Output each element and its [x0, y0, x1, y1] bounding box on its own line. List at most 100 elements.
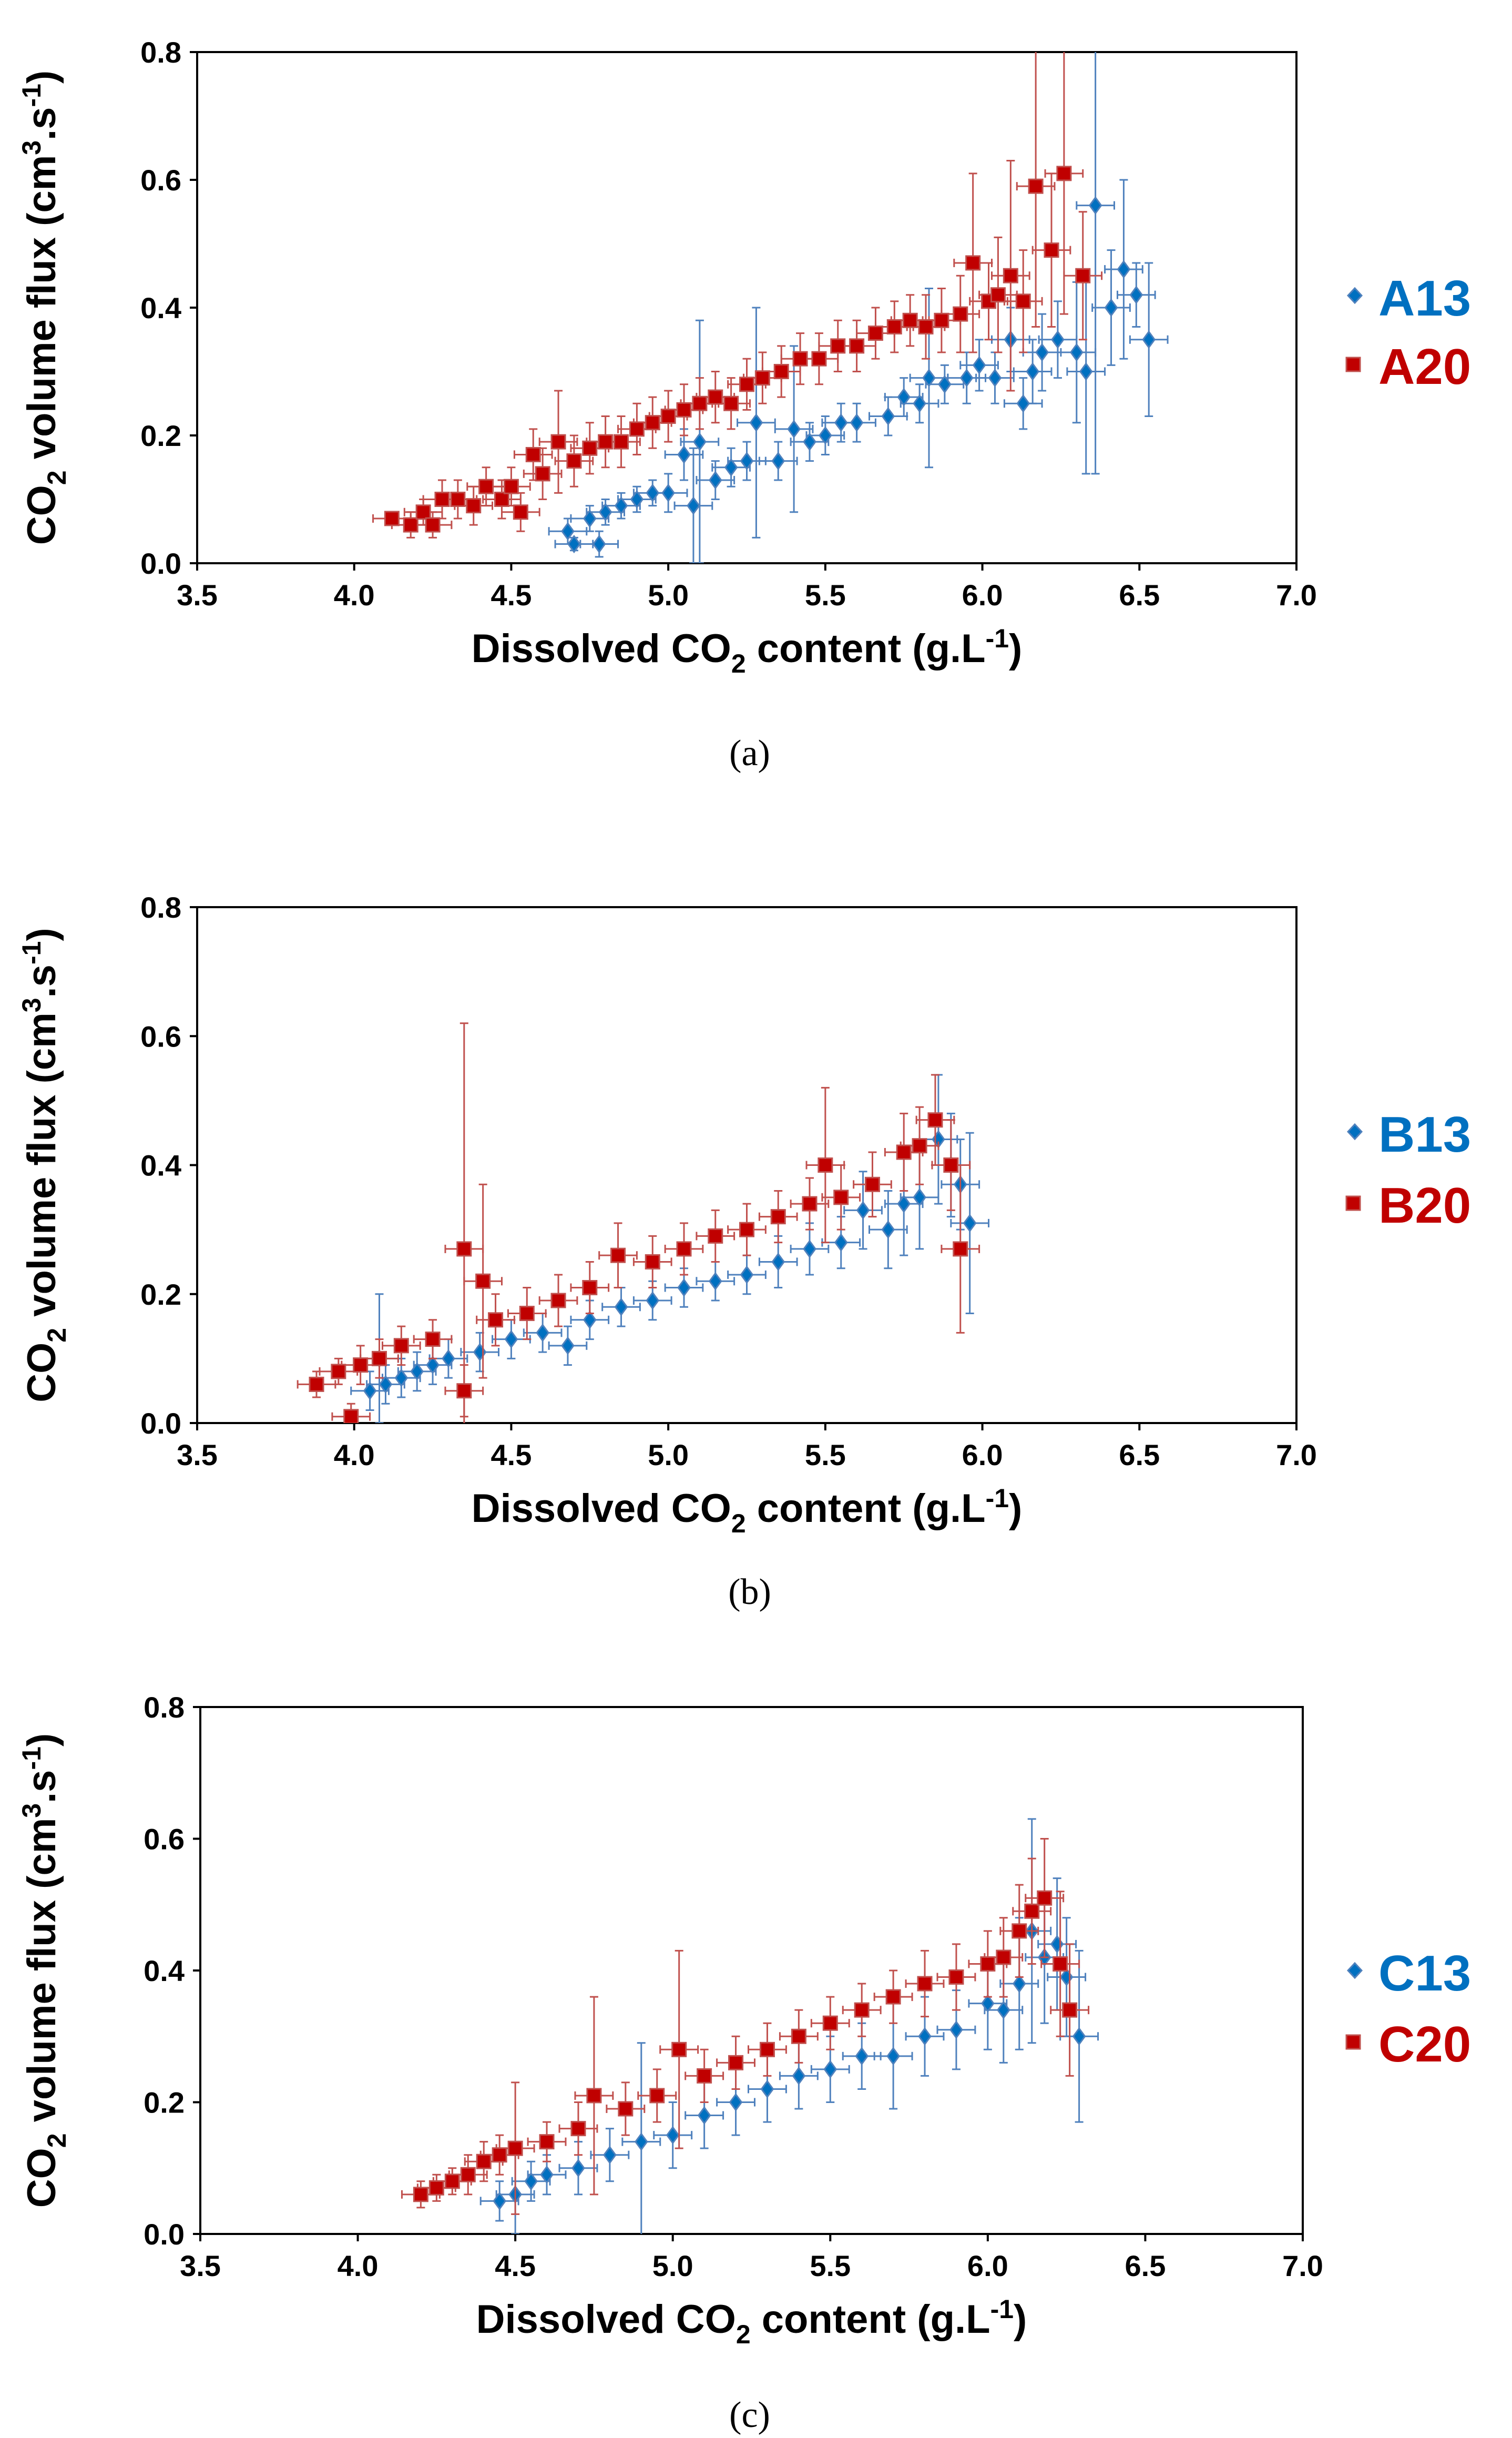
y-tick-label: 0.4 [140, 1149, 181, 1182]
data-point-square [759, 2041, 775, 2057]
y-tick-label: 0.0 [140, 1407, 181, 1440]
y-tick-label: 0.2 [140, 1278, 181, 1311]
panel-caption: (c) [729, 2395, 770, 2435]
data-point-diamond [646, 1291, 660, 1310]
data-point-diamond [834, 413, 848, 432]
data-point-square [849, 338, 865, 354]
data-point-square [708, 389, 723, 405]
data-point-diamond [697, 2106, 711, 2125]
data-point-square [645, 415, 660, 431]
y-tick-label: 0.8 [140, 891, 181, 924]
data-point-diamond [524, 2172, 538, 2191]
data-point-square [1015, 293, 1031, 309]
y-axis-title-sup1: 3 [17, 998, 46, 1012]
x-tick-label: 7.0 [1276, 578, 1317, 612]
x-tick-label: 5.0 [648, 578, 689, 612]
data-point-square [645, 1254, 660, 1269]
data-point-diamond [540, 2165, 554, 2184]
data-point-diamond [592, 535, 606, 554]
y-tick-label: 0.0 [140, 547, 181, 580]
data-point-diamond [1072, 2027, 1086, 2046]
x-tick-label: 7.0 [1276, 1438, 1317, 1471]
data-point-square [902, 312, 918, 328]
data-point-diamond [666, 2126, 680, 2145]
data-point-diamond [823, 2060, 837, 2079]
y-axis-title-d: ) [19, 928, 64, 941]
data-point-diamond [1012, 1974, 1026, 1993]
data-point-square [492, 2147, 507, 2163]
data-point-square [980, 1956, 996, 1972]
x-tick-label: 7.0 [1282, 2249, 1323, 2282]
y-axis-title-a: CO [19, 1343, 64, 1403]
data-point-square [614, 434, 629, 450]
series-B20 [297, 1022, 980, 1423]
data-point-square [539, 2134, 555, 2150]
y-axis-title: CO2 volume flux (cm3.s-1) [17, 1733, 71, 2208]
data-point-square [570, 2121, 586, 2137]
data-point-diamond [1035, 343, 1049, 362]
data-point-square [818, 1157, 833, 1173]
x-tick-label: 5.0 [652, 2249, 693, 2282]
data-point-diamond [1117, 260, 1131, 279]
data-point-square [425, 1332, 441, 1347]
y-tick-label: 0.8 [140, 36, 181, 69]
data-point-diamond [771, 1252, 785, 1271]
data-point-diamond [938, 375, 952, 394]
data-point-square [444, 2173, 460, 2189]
data-point-square [692, 395, 708, 411]
data-point-diamond [567, 535, 581, 554]
data-point-diamond [740, 452, 754, 471]
y-tick-label: 0.6 [140, 164, 181, 197]
data-point-square [791, 2028, 806, 2044]
legend-label-B20: B20 [1378, 1177, 1471, 1234]
series-C20 [401, 1838, 1090, 2215]
data-point-diamond [850, 413, 864, 432]
data-point-diamond [410, 1362, 424, 1381]
data-point-diamond [677, 445, 691, 464]
data-point-square [953, 1241, 968, 1257]
x-tick-label: 6.0 [962, 1438, 1003, 1471]
x-axis-title-sup: -1 [986, 624, 1009, 653]
data-point-square [456, 1383, 472, 1399]
series-C13 [479, 1818, 1099, 2234]
x-axis-title-sub: 2 [731, 1509, 746, 1538]
data-point-diamond [1069, 343, 1084, 362]
data-point-diamond [856, 1201, 870, 1220]
x-axis-title-a: Dissolved CO [476, 2297, 736, 2342]
data-point-diamond [614, 496, 628, 515]
data-point-square [343, 1409, 359, 1423]
x-tick-label: 5.0 [648, 1438, 689, 1471]
data-point-diamond [634, 2132, 648, 2151]
x-axis-title: Dissolved CO2 content (g.L-1) [472, 1484, 1023, 1538]
data-point-square [413, 2187, 428, 2202]
data-point-square [697, 2068, 712, 2084]
data-point-square [503, 479, 519, 494]
data-point-diamond [897, 388, 911, 407]
data-point-square [582, 440, 598, 456]
data-point-square [1003, 268, 1018, 283]
data-point-diamond [1016, 394, 1030, 413]
data-point-square [1056, 166, 1072, 181]
y-tick-label: 0.2 [140, 419, 181, 452]
data-point-diamond [630, 490, 644, 509]
data-point-square [494, 492, 510, 507]
data-point-square [896, 1144, 912, 1160]
data-point-diamond [980, 1994, 995, 2013]
data-point-diamond [803, 432, 816, 451]
data-point-square [822, 2015, 838, 2031]
y-tick-label: 0.4 [144, 1954, 185, 1987]
series-A13 [548, 52, 1169, 563]
data-point-square [550, 434, 566, 450]
chart-panel-a: 3.5 4.0 4.5 5.0 5.5 6.0 6.5 7.0 0.0 0.2 0.4 0.6 0.8 D… [17, 36, 1471, 774]
data-point-square [1024, 1903, 1040, 1919]
x-tick-label: 6.0 [962, 578, 1003, 612]
x-axis-title-b: content (g.L [746, 1486, 986, 1531]
data-point-square [1028, 178, 1044, 194]
y-tick-label: 0.2 [144, 2086, 185, 2119]
data-point-square [792, 351, 808, 367]
data-point-diamond [959, 369, 974, 388]
legend-marker-diamond [1346, 287, 1363, 304]
data-point-square [466, 498, 482, 514]
y-axis-title: CO2 volume flux (cm3.s-1) [17, 928, 71, 1402]
